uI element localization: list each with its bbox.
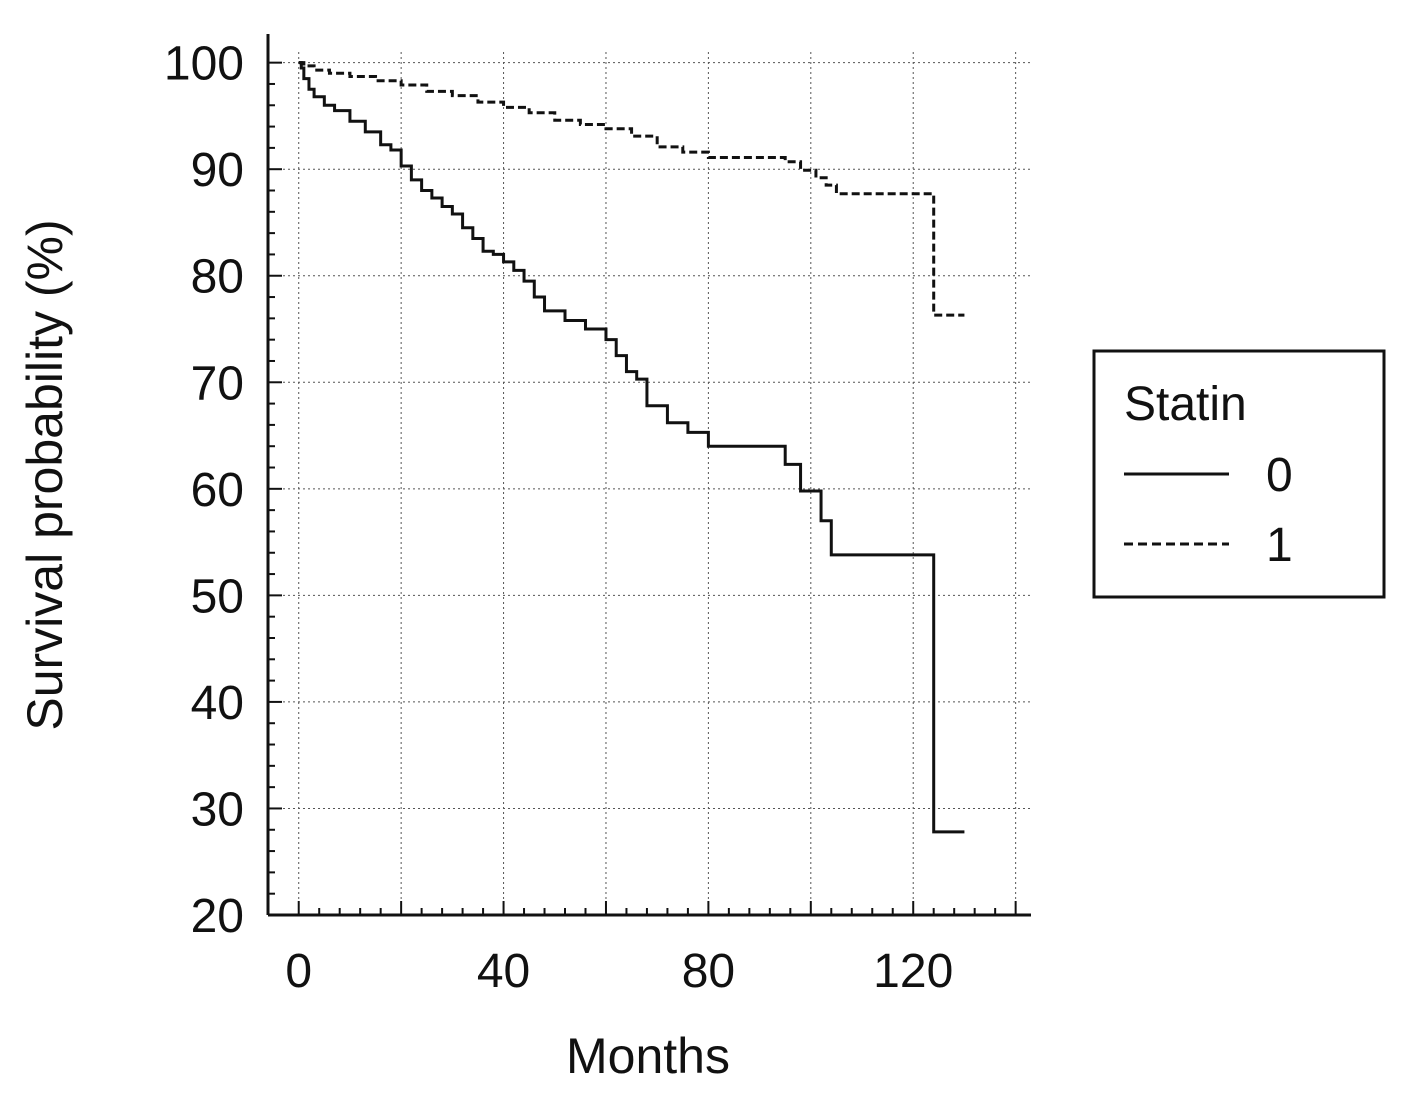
y-tick-label: 30	[191, 783, 244, 836]
series-layer	[298, 61, 965, 834]
x-tick-label: 80	[682, 945, 735, 998]
legend-title: Statin	[1124, 378, 1247, 431]
legend-label-1: 1	[1266, 519, 1293, 572]
y-tick-label: 60	[191, 464, 244, 517]
y-tick-label: 40	[191, 677, 244, 730]
series-line-1	[298, 61, 965, 317]
y-tick-label: 90	[191, 144, 244, 197]
y-tick-label: 20	[191, 890, 244, 943]
y-axis-title: Survival probability (%)	[17, 219, 73, 730]
series-line-0	[298, 61, 965, 834]
x-tick-label: 40	[477, 945, 530, 998]
legend: Statin 0 1	[1092, 349, 1386, 599]
x-tick-label: 0	[285, 945, 312, 998]
x-axis-title: Months	[566, 1028, 730, 1084]
grid	[268, 52, 1031, 916]
y-tick-label: 100	[164, 38, 244, 91]
y-tick-label: 70	[191, 357, 244, 410]
axes: 20 30 40 50 60 70 80 90 100 0 40 80 120	[164, 34, 1031, 998]
y-tick-label: 80	[191, 251, 244, 304]
legend-label-0: 0	[1266, 449, 1293, 502]
x-tick-label: 120	[873, 945, 953, 998]
y-tick-label: 50	[191, 570, 244, 623]
